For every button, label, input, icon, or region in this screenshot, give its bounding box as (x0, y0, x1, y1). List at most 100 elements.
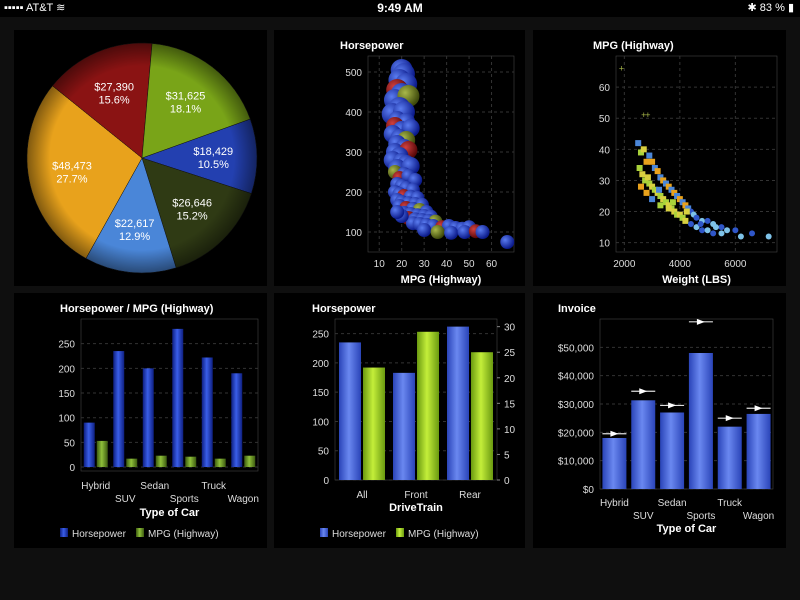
bar-invoice[interactable] (660, 412, 685, 490)
scatter-point[interactable] (724, 227, 731, 234)
scatter-point[interactable] (718, 224, 725, 231)
scatter-point[interactable] (712, 224, 719, 231)
scatter-point[interactable] (654, 189, 661, 196)
bar-mpg[interactable] (155, 455, 167, 468)
scatter-point[interactable] (637, 183, 644, 190)
scatter-point[interactable] (685, 205, 692, 212)
pie-panel[interactable]: $18,429 10.5% $26,646 15.2% $22,617 12.9% $48,… (14, 30, 267, 286)
scatter-point[interactable] (668, 186, 675, 193)
bar2-panel[interactable]: Horsepower 0 50 100 150 200 250 0 5 10 15 20 25 30 All… (274, 293, 525, 548)
scatter-point[interactable] (710, 230, 717, 237)
scatter-point[interactable]: + (619, 63, 624, 73)
scatter-point[interactable] (649, 183, 656, 190)
bubble-point[interactable] (500, 235, 515, 249)
bar-horsepower[interactable] (339, 342, 361, 480)
scatter-point[interactable] (737, 233, 744, 240)
scatter-point[interactable] (687, 221, 694, 227)
bar-mpg[interactable] (417, 331, 439, 480)
bubble-point[interactable] (457, 225, 472, 239)
bar-mpg[interactable] (471, 352, 493, 480)
scatter-point[interactable] (656, 186, 663, 193)
scatter-point[interactable] (674, 193, 681, 199)
scatter-point[interactable] (679, 199, 686, 206)
bar-horsepower[interactable] (142, 368, 154, 468)
bar-horsepower[interactable] (393, 372, 415, 480)
bar-horsepower[interactable] (172, 328, 184, 468)
scatter-point[interactable] (649, 158, 656, 165)
scatter-point[interactable] (693, 214, 700, 221)
bar-invoice[interactable] (631, 400, 656, 489)
scatter-point[interactable] (644, 174, 651, 181)
scatter-point[interactable] (679, 214, 686, 221)
scatter-point[interactable] (671, 208, 678, 215)
scatter-point[interactable]: + (641, 110, 646, 120)
bubble-panel[interactable]: Horsepower 100 200 300 400 500 10 20 30 40 50 60 MPG… (274, 30, 525, 286)
bar-mpg[interactable] (214, 458, 226, 468)
bubble-point[interactable] (475, 225, 490, 239)
scatter-point[interactable] (637, 149, 644, 156)
scatter-point[interactable] (657, 193, 664, 199)
bar-mpg[interactable] (126, 458, 138, 468)
scatter-point[interactable] (646, 180, 653, 187)
scatter-point[interactable]: + (645, 110, 650, 120)
scatter-point[interactable] (676, 211, 683, 218)
scatter-point[interactable] (642, 177, 649, 184)
y-tick-label: 100 (58, 414, 75, 425)
scatter-point[interactable] (651, 165, 658, 171)
scatter-point[interactable] (654, 168, 661, 175)
bar-invoice[interactable] (688, 353, 713, 489)
scatter-point[interactable] (699, 227, 706, 234)
scatter-point[interactable] (649, 196, 656, 203)
bar-horsepower[interactable] (447, 326, 469, 480)
scatter-point[interactable] (657, 202, 664, 209)
scatter-point[interactable] (671, 189, 678, 196)
scatter-point[interactable] (665, 183, 672, 190)
scatter-point[interactable] (676, 196, 683, 203)
bubble-point[interactable] (390, 205, 405, 219)
scatter-panel[interactable]: MPG (Highway) 10 20 30 40 50 60 2000 4000 6000 Wei… (533, 30, 786, 286)
bar-horsepower[interactable] (83, 422, 95, 468)
bar-invoice[interactable] (717, 426, 742, 489)
scatter-point[interactable] (646, 152, 653, 159)
bar-mpg[interactable] (185, 456, 197, 468)
scatter-point[interactable] (669, 199, 676, 206)
scatter-point[interactable] (639, 171, 646, 178)
scatter-point[interactable] (660, 196, 667, 203)
scatter-point[interactable] (636, 165, 643, 171)
scatter-point[interactable] (682, 217, 689, 224)
scatter-point[interactable] (704, 227, 711, 234)
scatter-point[interactable] (660, 177, 667, 184)
scatter-point[interactable] (732, 227, 739, 234)
scatter-point[interactable] (635, 140, 642, 147)
bar-invoice[interactable] (746, 413, 771, 489)
bar-mpg[interactable] (244, 455, 256, 468)
scatter-point[interactable] (643, 158, 650, 165)
bar3-panel[interactable]: Invoice $0 $10,000 $20,000 $30,000 $40,000 $50… (533, 293, 786, 548)
scatter-point[interactable] (640, 146, 647, 153)
bar1-panel[interactable]: Horsepower / MPG (Highway) 0 50 100 150 200 25… (14, 293, 267, 548)
scatter-point[interactable] (718, 230, 725, 237)
bar-horsepower[interactable] (231, 373, 243, 468)
scatter-point[interactable] (643, 189, 650, 196)
scatter-point[interactable] (693, 224, 700, 231)
scatter-point[interactable] (651, 186, 658, 193)
scatter-point[interactable] (683, 208, 690, 215)
scatter-point[interactable] (665, 205, 672, 212)
scatter-point[interactable] (697, 221, 704, 227)
scatter-point[interactable] (662, 180, 669, 187)
scatter-point[interactable] (665, 202, 672, 209)
scatter-point[interactable] (704, 217, 711, 224)
bar-mpg[interactable] (363, 367, 385, 480)
scatter-point[interactable] (657, 174, 664, 181)
scatter-point[interactable] (682, 202, 689, 209)
scatter-point[interactable] (662, 199, 669, 206)
scatter-point[interactable] (749, 230, 756, 237)
bubble-point[interactable] (444, 225, 459, 240)
scatter-point[interactable] (765, 233, 772, 240)
bar-invoice[interactable] (602, 438, 627, 489)
bar-horsepower[interactable] (201, 357, 213, 468)
bar-horsepower[interactable] (113, 351, 125, 468)
bar-mpg[interactable] (96, 440, 108, 468)
bubble-point[interactable] (430, 225, 445, 239)
bubble-point[interactable] (417, 223, 432, 237)
